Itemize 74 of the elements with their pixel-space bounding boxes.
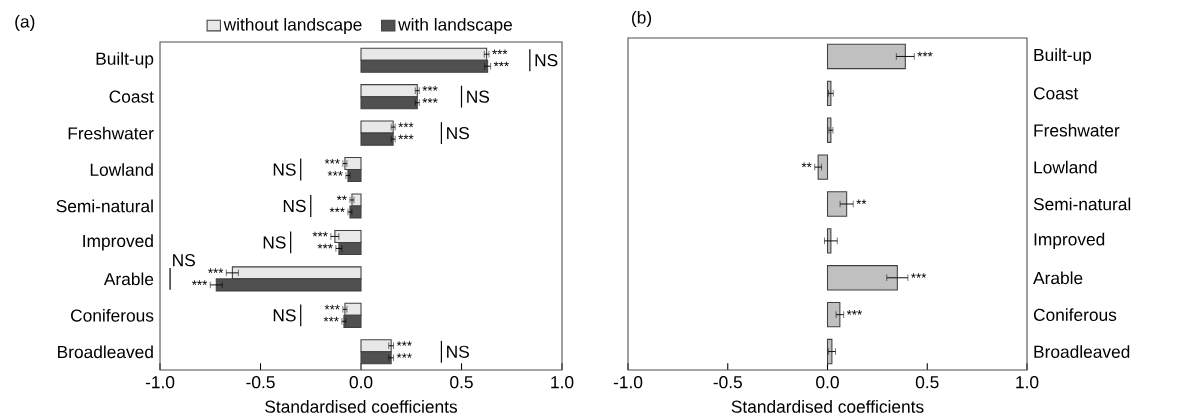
x-tick-label: -1.0 [613, 376, 643, 389]
annotation: NS [535, 54, 558, 67]
y-tick-label: Broadleaved [1034, 345, 1130, 358]
data-label: *** [323, 316, 339, 322]
legend-label: with landscape [398, 17, 512, 35]
y-tick-label: Built-up [1034, 48, 1092, 65]
data-label: *** [396, 353, 412, 358]
x-axis-title: Standardised coefficients [731, 400, 924, 413]
y-tick-label: Coniferous [1033, 308, 1117, 322]
bar [826, 191, 848, 217]
x-tick-label: 0.0 [349, 376, 373, 389]
y-tick-label: Lowland [90, 163, 153, 176]
y-tick-label: Coniferous [71, 308, 154, 322]
chart-title: (b) [632, 10, 652, 28]
y-tick-label: Arable [1033, 271, 1083, 285]
annotation: NS [447, 126, 469, 140]
data-label: *** [327, 170, 343, 176]
data-label: *** [312, 231, 328, 237]
data-label: *** [317, 243, 333, 249]
x-tick-label: 0.5 [450, 376, 473, 389]
x-tick-label: 0.0 [816, 376, 839, 389]
annotation: NS [467, 90, 490, 103]
bar [826, 43, 906, 70]
x-axis-title: Standardised coefficients [265, 400, 458, 413]
y-tick-label: Improved [83, 234, 153, 251]
y-tick-label: Arable [103, 272, 154, 286]
data-label: *** [398, 122, 414, 128]
y-tick-label: Lowland [1034, 160, 1097, 174]
y-tick-label: Freshwater [68, 126, 154, 140]
annotation: NS [283, 199, 306, 213]
y-tick-label: Semi-natural [1033, 197, 1131, 211]
annotation: NS [273, 309, 296, 322]
x-tick-label: 0.5 [915, 376, 939, 389]
y-tick-label: Semi-natural [56, 199, 153, 213]
data-label: *** [398, 134, 414, 140]
data-label: *** [329, 207, 345, 213]
annotation: NS [447, 345, 469, 358]
x-tick-label: 1.0 [551, 376, 574, 389]
data-label: *** [492, 49, 508, 55]
x-tick-label: -1.0 [145, 376, 175, 389]
x-tick-label: -0.5 [246, 376, 275, 389]
annotation: NS [273, 163, 296, 176]
y-tick-label: Built-up [96, 52, 154, 69]
data-label: *** [493, 61, 509, 67]
y-tick-label: Coast [109, 90, 154, 103]
legend-label: without landscape [223, 17, 362, 35]
annotation: NS [263, 236, 286, 249]
data-label: *** [917, 51, 933, 57]
data-label: *** [324, 304, 340, 310]
data-label: *** [846, 310, 862, 315]
data-label: *** [208, 268, 224, 273]
bar [826, 265, 898, 291]
bar [826, 228, 832, 254]
bar [826, 80, 832, 107]
data-label: ** [801, 162, 812, 168]
x-tick-label: 1.0 [1016, 376, 1039, 389]
data-label: *** [422, 86, 438, 91]
y-tick-label: Coast [1033, 87, 1079, 100]
data-label: *** [191, 280, 208, 285]
data-label: *** [396, 341, 412, 346]
bar [817, 154, 829, 180]
x-tick-label: -0.5 [713, 376, 742, 389]
y-tick-label: Improved [1034, 232, 1105, 249]
y-tick-label: Freshwater [1034, 123, 1120, 137]
data-label: *** [911, 273, 927, 278]
data-label: *** [422, 98, 438, 103]
annotation: NS [173, 254, 195, 267]
data-label: *** [324, 158, 340, 164]
bar [826, 301, 841, 328]
bar [826, 338, 833, 365]
chart-title: (a) [15, 14, 35, 32]
y-tick-label: Broadleaved [58, 345, 153, 359]
data-label: ** [856, 199, 867, 205]
data-label: ** [336, 195, 347, 201]
